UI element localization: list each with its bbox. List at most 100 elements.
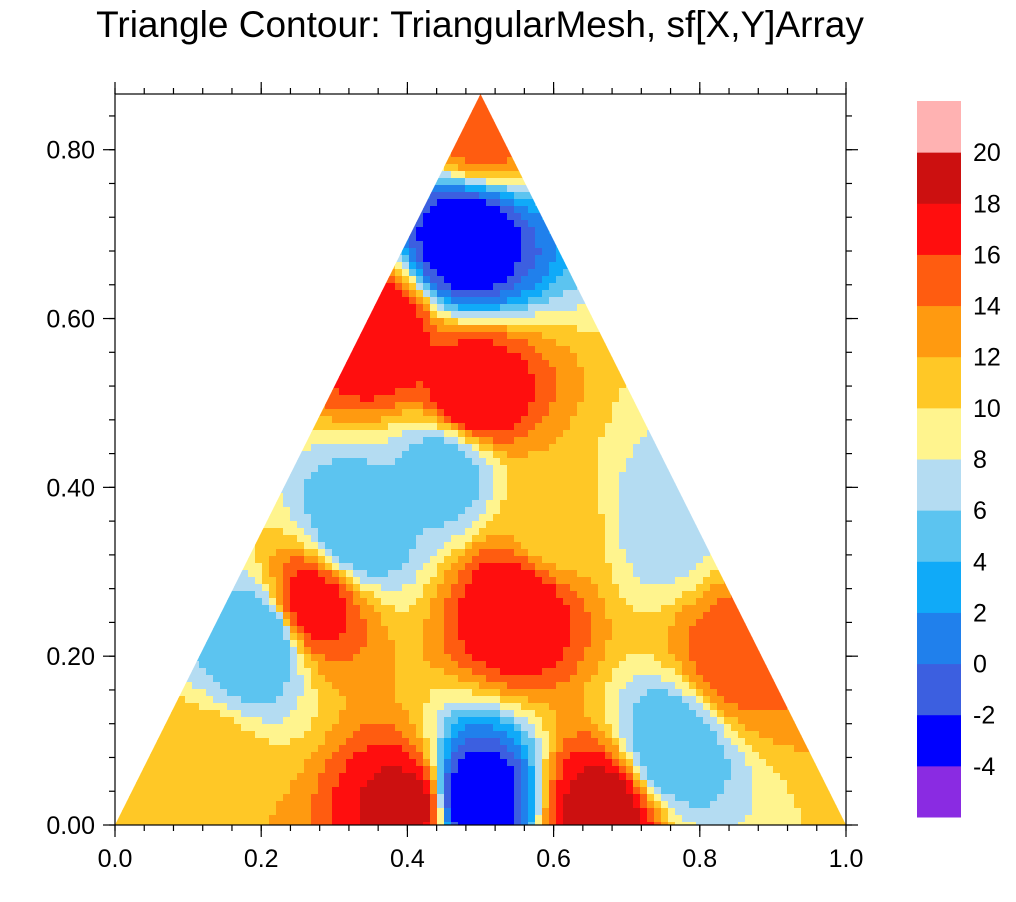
contour-cell [563, 234, 571, 242]
contour-cell [633, 122, 641, 130]
contour-cell [479, 227, 487, 235]
contour-cell [423, 178, 431, 186]
contour-cell [199, 374, 207, 382]
contour-cell [556, 227, 564, 235]
contour-cell [703, 115, 711, 123]
contour-cell [115, 290, 123, 298]
contour-cell [451, 94, 459, 102]
contour-cell [493, 283, 501, 291]
contour-cell [479, 143, 487, 151]
contour-cell [801, 108, 809, 116]
contour-cell [234, 395, 242, 403]
contour-cell [178, 178, 186, 186]
contour-cell [612, 255, 620, 263]
contour-cell [325, 395, 333, 403]
contour-cell [570, 101, 578, 109]
contour-cell [822, 150, 830, 158]
contour-cell [290, 178, 298, 186]
contour-cell [367, 262, 375, 270]
contour-cell [542, 255, 550, 263]
contour-cell [766, 192, 774, 200]
contour-cell [759, 367, 767, 375]
contour-cell [185, 122, 193, 130]
contour-cell [598, 339, 606, 347]
contour-cell [717, 171, 725, 179]
contour-cell [444, 234, 452, 242]
contour-cell [402, 325, 410, 333]
contour-cell [619, 157, 627, 165]
contour-cell [122, 206, 130, 214]
contour-cell [143, 241, 151, 249]
contour-cell [283, 185, 291, 193]
contour-cell [731, 234, 739, 242]
contour-cell [661, 185, 669, 193]
contour-cell [164, 346, 172, 354]
contour-cell [591, 325, 599, 333]
contour-cell [374, 206, 382, 214]
contour-cell [283, 129, 291, 137]
contour-cell [248, 94, 256, 102]
contour-cell [745, 206, 753, 214]
contour-cell [157, 381, 165, 389]
contour-cell [192, 227, 200, 235]
contour-cell [829, 227, 837, 235]
contour-cell [633, 395, 641, 403]
contour-cell [115, 367, 123, 375]
contour-cell [171, 94, 179, 102]
contour-cell [192, 157, 200, 165]
contour-cell [255, 402, 263, 410]
contour-cell [451, 353, 459, 361]
contour-cell [493, 395, 501, 403]
contour-cell [178, 206, 186, 214]
contour-cell [213, 304, 221, 312]
contour-cell [696, 346, 704, 354]
contour-cell [619, 388, 627, 396]
contour-cell [325, 276, 333, 284]
contour-cell [269, 227, 277, 235]
contour-cell [360, 143, 368, 151]
contour-cell [535, 290, 543, 298]
contour-cell [381, 234, 389, 242]
contour-cell [164, 367, 172, 375]
contour-cell [241, 402, 249, 410]
contour-cell [227, 290, 235, 298]
contour-cell [486, 283, 494, 291]
contour-cell [577, 276, 585, 284]
contour-cell [640, 374, 648, 382]
contour-cell [402, 213, 410, 221]
contour-cell [374, 150, 382, 158]
contour-cell [353, 297, 361, 305]
contour-cell [437, 367, 445, 375]
contour-cell [157, 171, 165, 179]
contour-cell [255, 115, 263, 123]
contour-cell [542, 101, 550, 109]
contour-cell [241, 108, 249, 116]
contour-cell [325, 213, 333, 221]
contour-cell [584, 339, 592, 347]
contour-cell [787, 129, 795, 137]
contour-cell [591, 360, 599, 368]
contour-cell [605, 136, 613, 144]
contour-cell [234, 94, 242, 102]
contour-cell [311, 325, 319, 333]
contour-cell [542, 269, 550, 277]
contour-cell [304, 234, 312, 242]
contour-cell [269, 157, 277, 165]
contour-cell [640, 388, 648, 396]
contour-cell [549, 248, 557, 256]
contour-cell [654, 367, 662, 375]
contour-cell [689, 206, 697, 214]
contour-cell [717, 409, 725, 417]
contour-cell [626, 276, 634, 284]
contour-cell [759, 164, 767, 172]
contour-cell [766, 234, 774, 242]
contour-cell [794, 339, 802, 347]
contour-cell [577, 150, 585, 158]
contour-cell [626, 381, 634, 389]
contour-cell [206, 227, 214, 235]
contour-cell [451, 164, 459, 172]
contour-cell [591, 353, 599, 361]
contour-cell [360, 346, 368, 354]
contour-cell [507, 94, 515, 102]
contour-cell [248, 276, 256, 284]
